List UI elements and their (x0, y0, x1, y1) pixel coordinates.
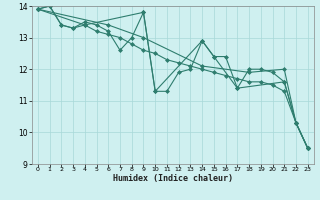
X-axis label: Humidex (Indice chaleur): Humidex (Indice chaleur) (113, 174, 233, 183)
